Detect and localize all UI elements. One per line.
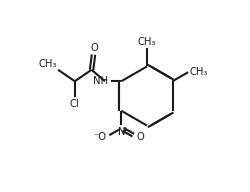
Text: O: O [136, 132, 144, 142]
Text: +: + [121, 126, 128, 135]
Text: ⁻O: ⁻O [94, 132, 107, 142]
Text: CH₃: CH₃ [39, 59, 57, 69]
Text: CH₃: CH₃ [138, 37, 156, 47]
Text: CH₃: CH₃ [190, 67, 208, 77]
Text: N: N [118, 127, 125, 137]
Text: O: O [90, 43, 98, 53]
Text: Cl: Cl [70, 99, 80, 109]
Text: NH: NH [93, 76, 108, 86]
